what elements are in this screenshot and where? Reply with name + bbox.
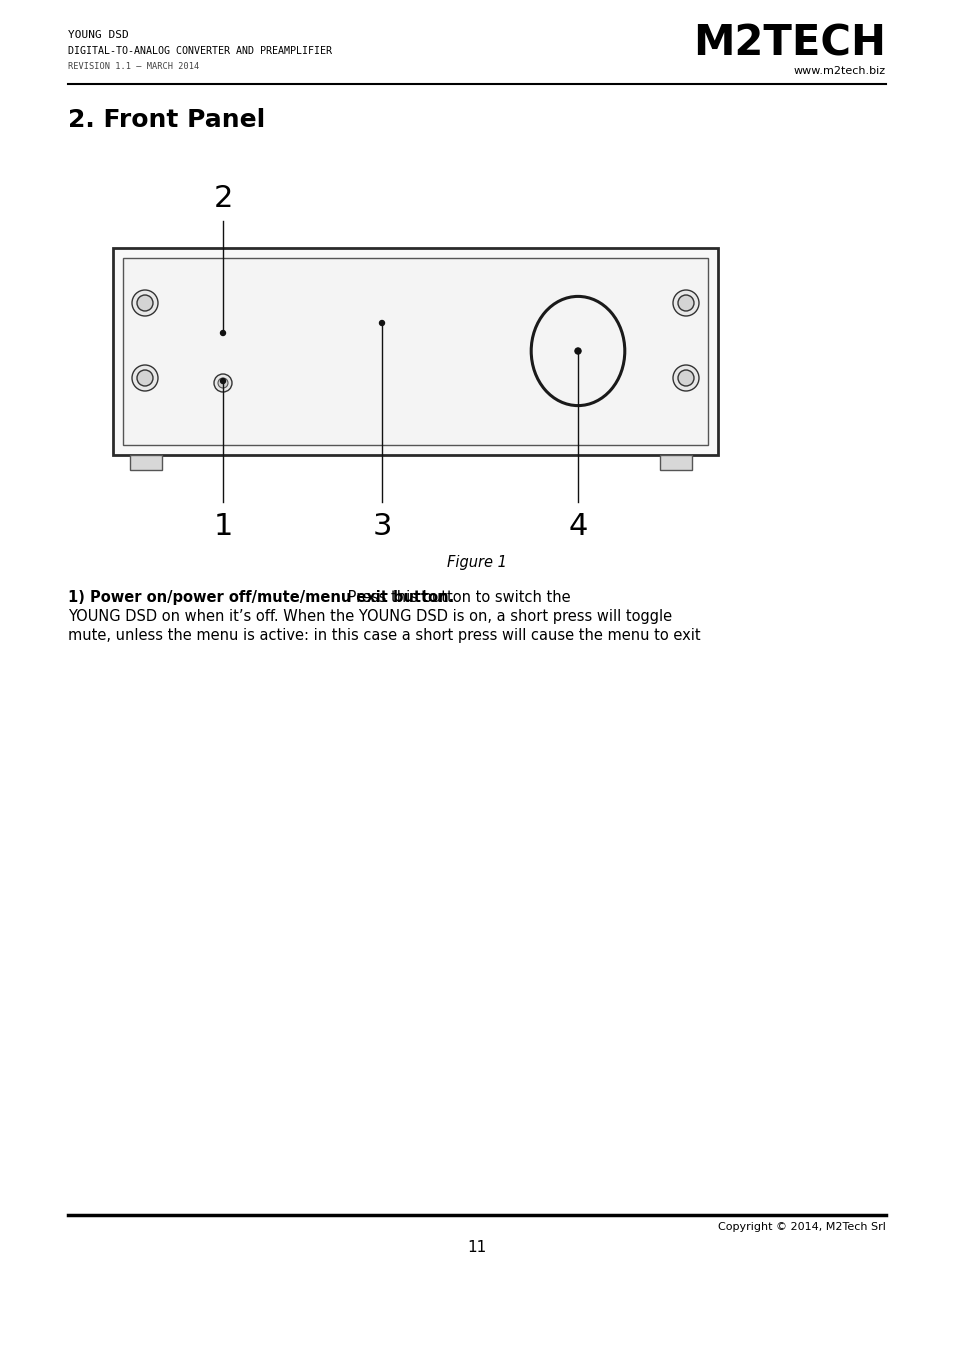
- Bar: [112, 249, 718, 455]
- Circle shape: [220, 331, 225, 335]
- Text: 11: 11: [467, 1240, 486, 1255]
- Ellipse shape: [531, 296, 624, 405]
- Text: 2: 2: [213, 184, 233, 213]
- Bar: [123, 258, 707, 444]
- Text: YOUNG DSD: YOUNG DSD: [68, 30, 129, 41]
- Circle shape: [218, 378, 228, 388]
- Text: Copyright © 2014, M2Tech Srl: Copyright © 2014, M2Tech Srl: [718, 1223, 885, 1232]
- Circle shape: [213, 374, 232, 392]
- Text: DIGITAL-TO-ANALOG CONVERTER AND PREAMPLIFIER: DIGITAL-TO-ANALOG CONVERTER AND PREAMPLI…: [68, 46, 332, 55]
- Text: 1) Power on/power off/mute/menu exit button.: 1) Power on/power off/mute/menu exit but…: [68, 590, 454, 605]
- Text: REVISION 1.1 – MARCH 2014: REVISION 1.1 – MARCH 2014: [68, 62, 199, 72]
- Circle shape: [678, 370, 693, 386]
- Circle shape: [379, 320, 384, 326]
- Text: mute, unless the menu is active: in this case a short press will cause the menu : mute, unless the menu is active: in this…: [68, 628, 700, 643]
- Circle shape: [575, 349, 580, 354]
- Text: 3: 3: [372, 512, 392, 540]
- Bar: [659, 455, 691, 470]
- Bar: [130, 455, 162, 470]
- Circle shape: [137, 370, 152, 386]
- Text: Press this button to switch the: Press this button to switch the: [343, 590, 570, 605]
- Circle shape: [220, 378, 225, 384]
- Text: YOUNG DSD on when it’s off. When the YOUNG DSD is on, a short press will toggle: YOUNG DSD on when it’s off. When the YOU…: [68, 609, 672, 624]
- Circle shape: [137, 295, 152, 311]
- Text: www.m2tech.biz: www.m2tech.biz: [793, 66, 885, 76]
- Text: 1: 1: [213, 512, 233, 540]
- Text: 4: 4: [568, 512, 587, 540]
- Text: M2TECH: M2TECH: [692, 22, 885, 63]
- Text: 2. Front Panel: 2. Front Panel: [68, 108, 265, 132]
- Circle shape: [575, 349, 579, 354]
- Circle shape: [678, 295, 693, 311]
- Circle shape: [132, 365, 158, 390]
- Text: Figure 1: Figure 1: [447, 555, 506, 570]
- Circle shape: [672, 365, 699, 390]
- Circle shape: [132, 290, 158, 316]
- Circle shape: [672, 290, 699, 316]
